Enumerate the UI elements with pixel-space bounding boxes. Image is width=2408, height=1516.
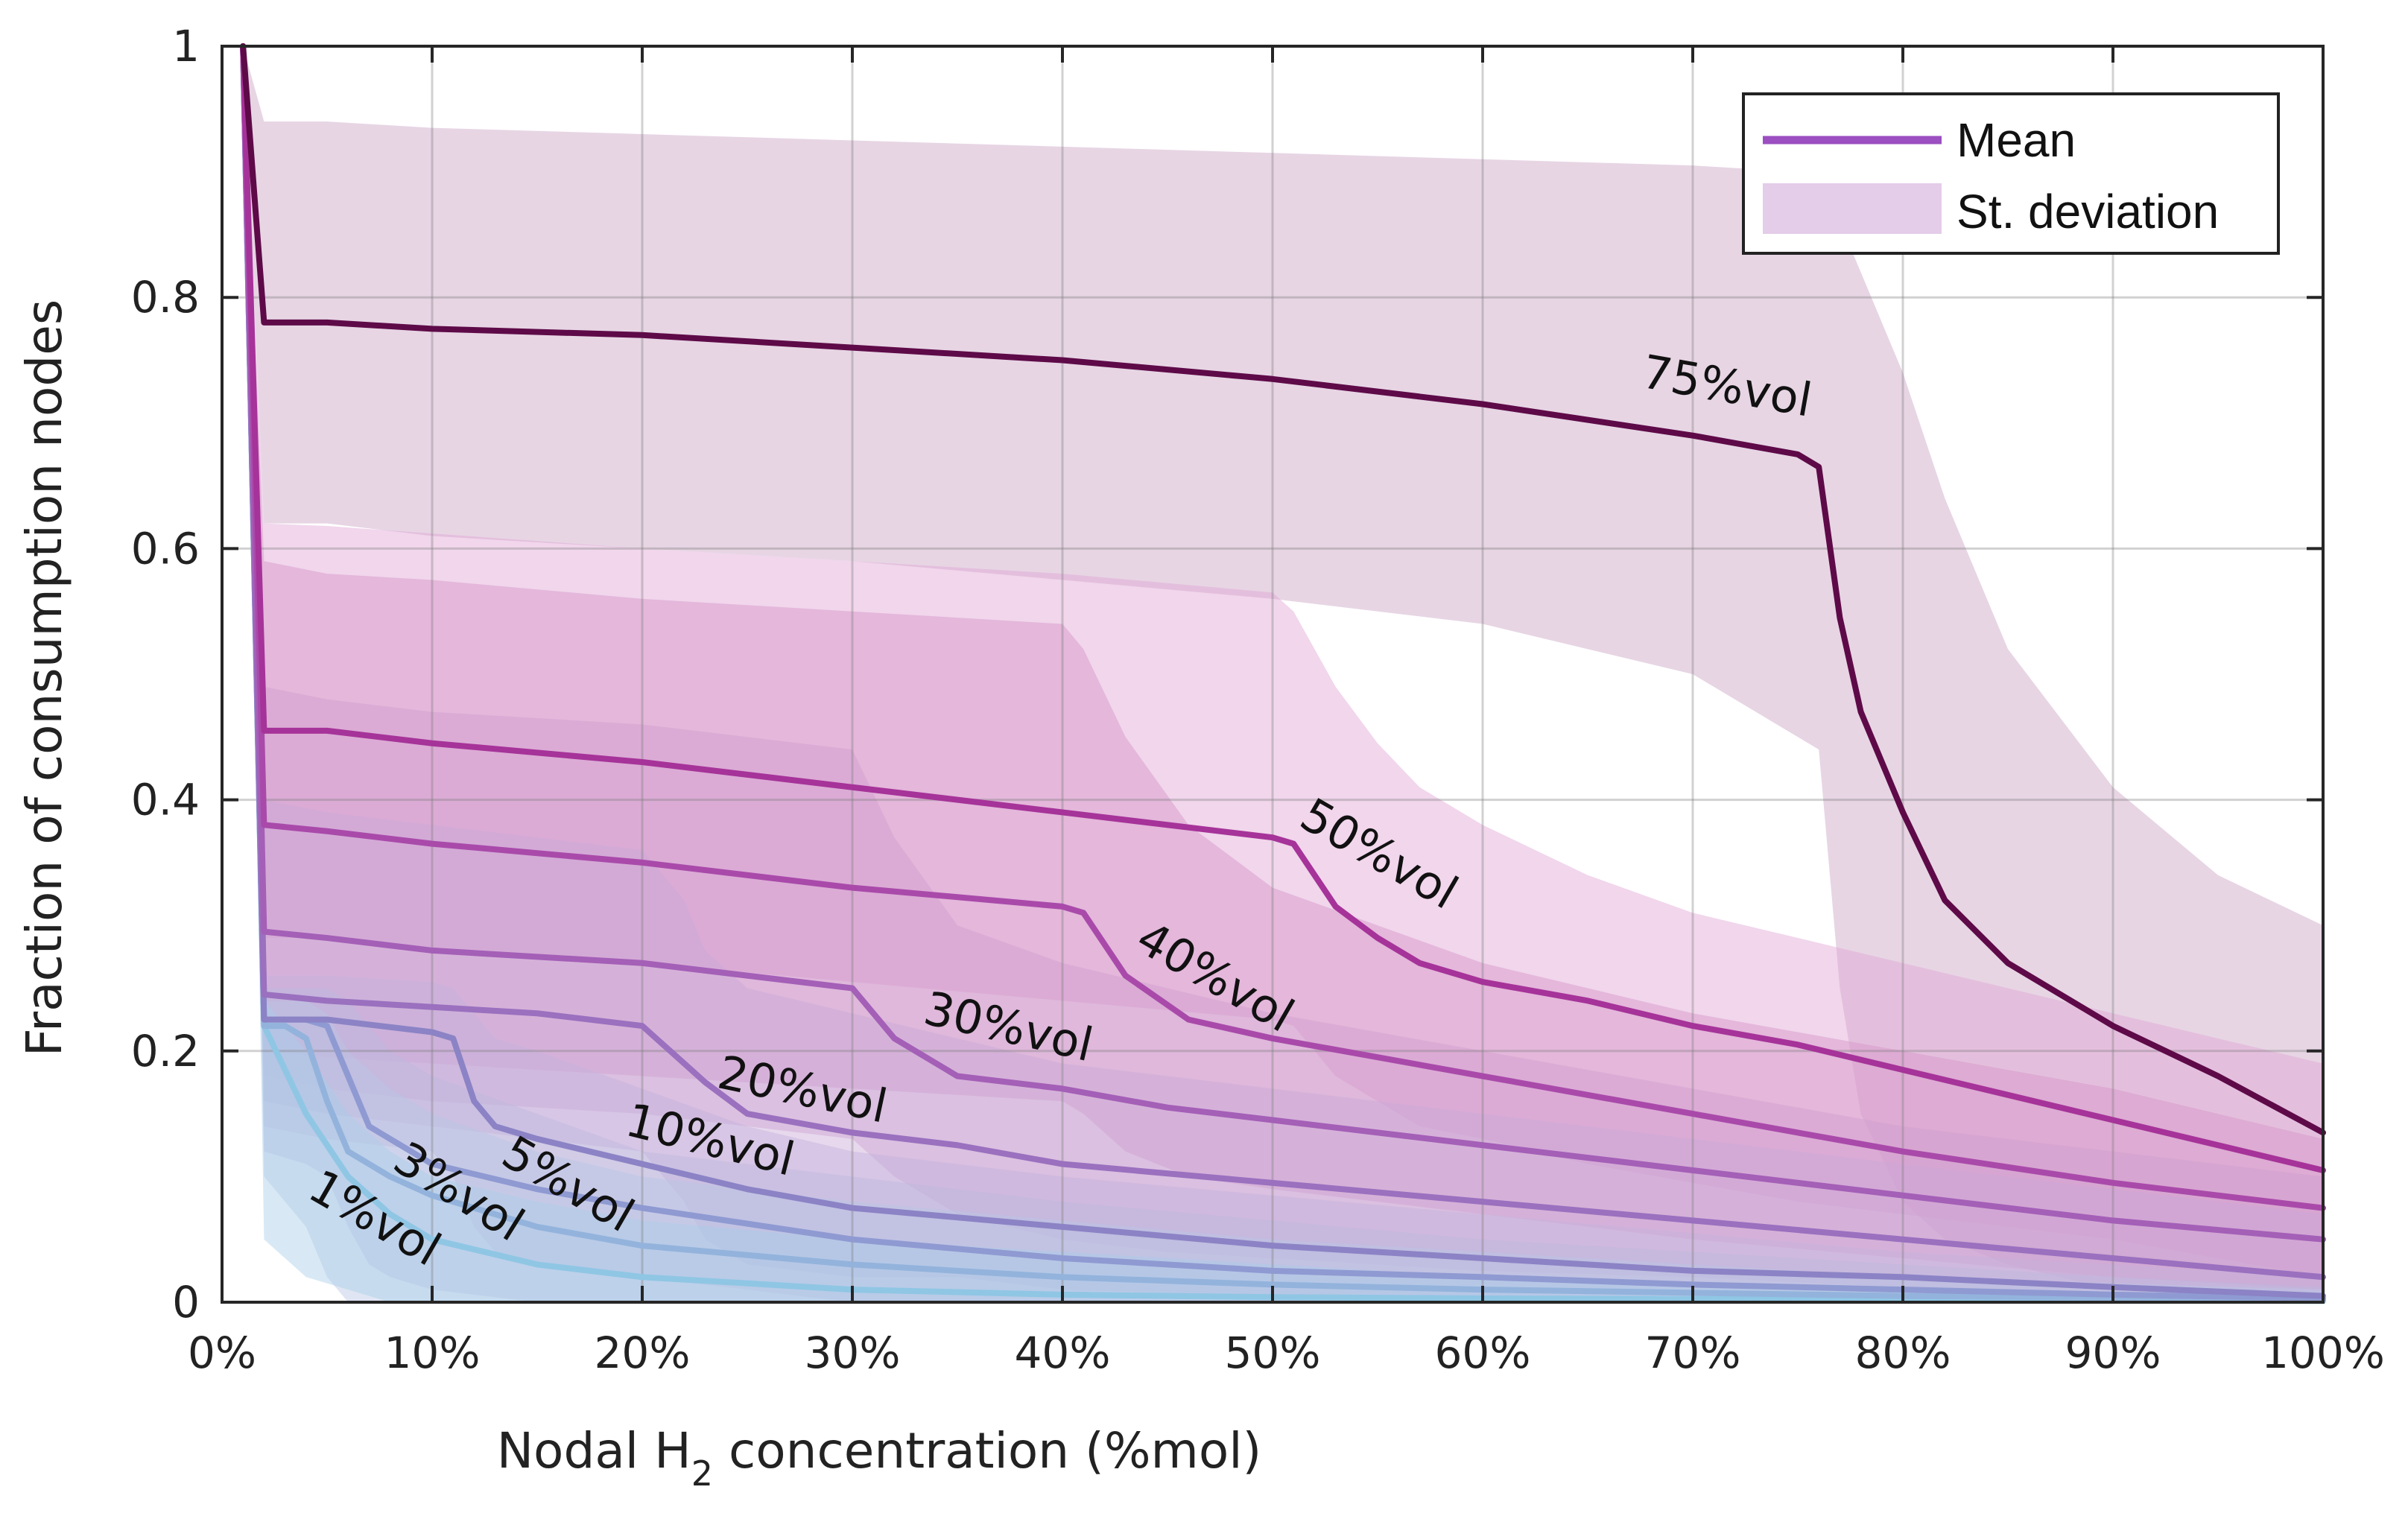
y-tick-label: 0.4 — [131, 775, 200, 825]
mean-line-20pct-vol — [240, 43, 2326, 1281]
mean-line-50pct-vol — [240, 43, 2326, 1173]
mean-line-3pct-vol — [240, 43, 2326, 1303]
mean-line-5pct-vol — [240, 43, 2326, 1301]
y-tick-label: 0.2 — [131, 1026, 200, 1076]
x-tick-label: 80% — [1855, 1328, 1951, 1378]
axes: 0% 10% 20% 30% 40% 50% 60% 70% 80% 90% 100% 0 0.2 0.4… — [131, 21, 2385, 1378]
y-tick-label: 0.8 — [131, 272, 200, 323]
x-tick-label: 70% — [1645, 1328, 1741, 1378]
mean-line-75pct-vol — [240, 43, 2326, 1136]
std-band-50pct-vol — [243, 46, 2324, 1278]
x-tick-label: 30% — [805, 1328, 901, 1378]
y-tick-label: 1 — [172, 21, 200, 72]
x-tick-label: 20% — [595, 1328, 691, 1378]
x-axis-title-main: Nodal H — [497, 1422, 691, 1479]
x-axis-title-subscript: 2 — [691, 1453, 713, 1494]
y-tick-label: 0.6 — [131, 523, 200, 574]
x-tick-label: 40% — [1015, 1328, 1111, 1378]
std-band-75pct-vol — [243, 46, 2324, 1302]
std-band-5pct-vol — [243, 46, 2324, 1302]
legend: Mean St. deviation — [1742, 92, 2280, 255]
x-axis-title-rest: concentration (%mol) — [713, 1422, 1261, 1479]
std-band-3pct-vol — [243, 46, 2324, 1302]
legend-mean-label: Mean — [1956, 113, 2076, 167]
x-tick-label: 90% — [2065, 1328, 2161, 1378]
legend-std-swatch — [1763, 183, 1942, 234]
legend-std-label: St. deviation — [1956, 185, 2219, 238]
mean-line-10pct-vol — [240, 43, 2326, 1299]
x-tick-label: 60% — [1435, 1328, 1531, 1378]
mean-line-40pct-vol — [240, 43, 2326, 1211]
x-tick-label: 100% — [2261, 1328, 2385, 1378]
x-tick-label: 50% — [1225, 1328, 1321, 1378]
mean-line-30pct-vol — [240, 43, 2326, 1243]
std-band-30pct-vol — [243, 46, 2324, 1302]
x-tick-label: 10% — [384, 1328, 481, 1378]
mean-line-1pct-vol — [240, 43, 2326, 1304]
y-tick-label: 0 — [172, 1277, 200, 1328]
x-axis-title: Nodal H2 concentration (%mol) — [497, 1422, 1262, 1494]
mean-lines — [240, 43, 2326, 1304]
grid-lines — [222, 46, 2323, 1302]
x-tick-label: 0% — [188, 1328, 256, 1378]
y-axis-title: Fraction of consumption nodes — [16, 299, 73, 1056]
